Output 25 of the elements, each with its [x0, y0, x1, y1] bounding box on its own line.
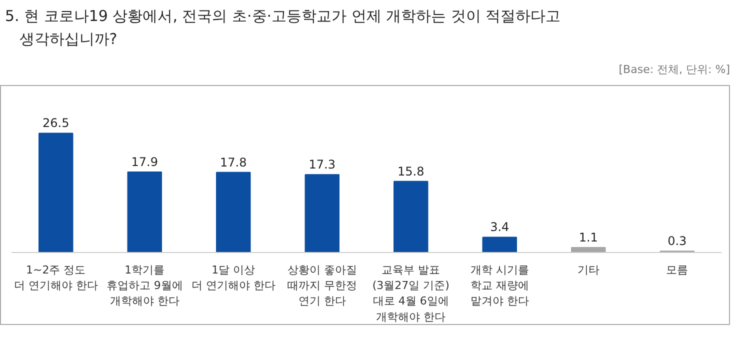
x-tick-label: 1달 이상 더 연기해야 한다	[191, 263, 276, 292]
data-label: 17.8	[220, 155, 247, 170]
bar	[394, 180, 428, 252]
data-label: 1.1	[578, 230, 598, 244]
bar	[571, 246, 606, 252]
bar	[304, 174, 340, 252]
x-tick-label: 1학기를 휴업하고 9월에 개학해야 한다	[106, 263, 183, 308]
data-label: 17.3	[308, 157, 336, 172]
data-label: 15.8	[398, 164, 424, 178]
bar	[216, 172, 251, 252]
chart-title: 5. 현 코로나19 상황에서, 전국의 초·중·고등학교가 언제 개학하는 것이 적절하다고 생각하십니까?	[5, 6, 561, 50]
bar	[38, 132, 74, 252]
bar	[127, 171, 162, 252]
bar	[482, 236, 517, 252]
x-tick-label: 개학 시기를 학교 재량에 맡겨야 한다	[470, 263, 529, 308]
x-tick-label: 모름	[666, 263, 688, 276]
data-label: 0.3	[668, 234, 687, 248]
data-label: 17.9	[131, 154, 158, 169]
x-tick-label: 1~2주 정도 더 연기해야 한다	[14, 263, 98, 292]
x-tick-label: 기타	[577, 263, 600, 276]
chart-subtitle: [Base: 전체, 단위: %]	[618, 62, 730, 78]
data-label: 26.5	[42, 116, 70, 130]
x-tick-label: 상황이 좋아질 때까지 무한정 연기 한다	[287, 263, 357, 308]
data-label: 3.4	[490, 220, 510, 234]
x-tick-label: 교육부 발표 (3월27일 기준) 대로 4월 6일에 개학해야 한다	[372, 263, 450, 324]
